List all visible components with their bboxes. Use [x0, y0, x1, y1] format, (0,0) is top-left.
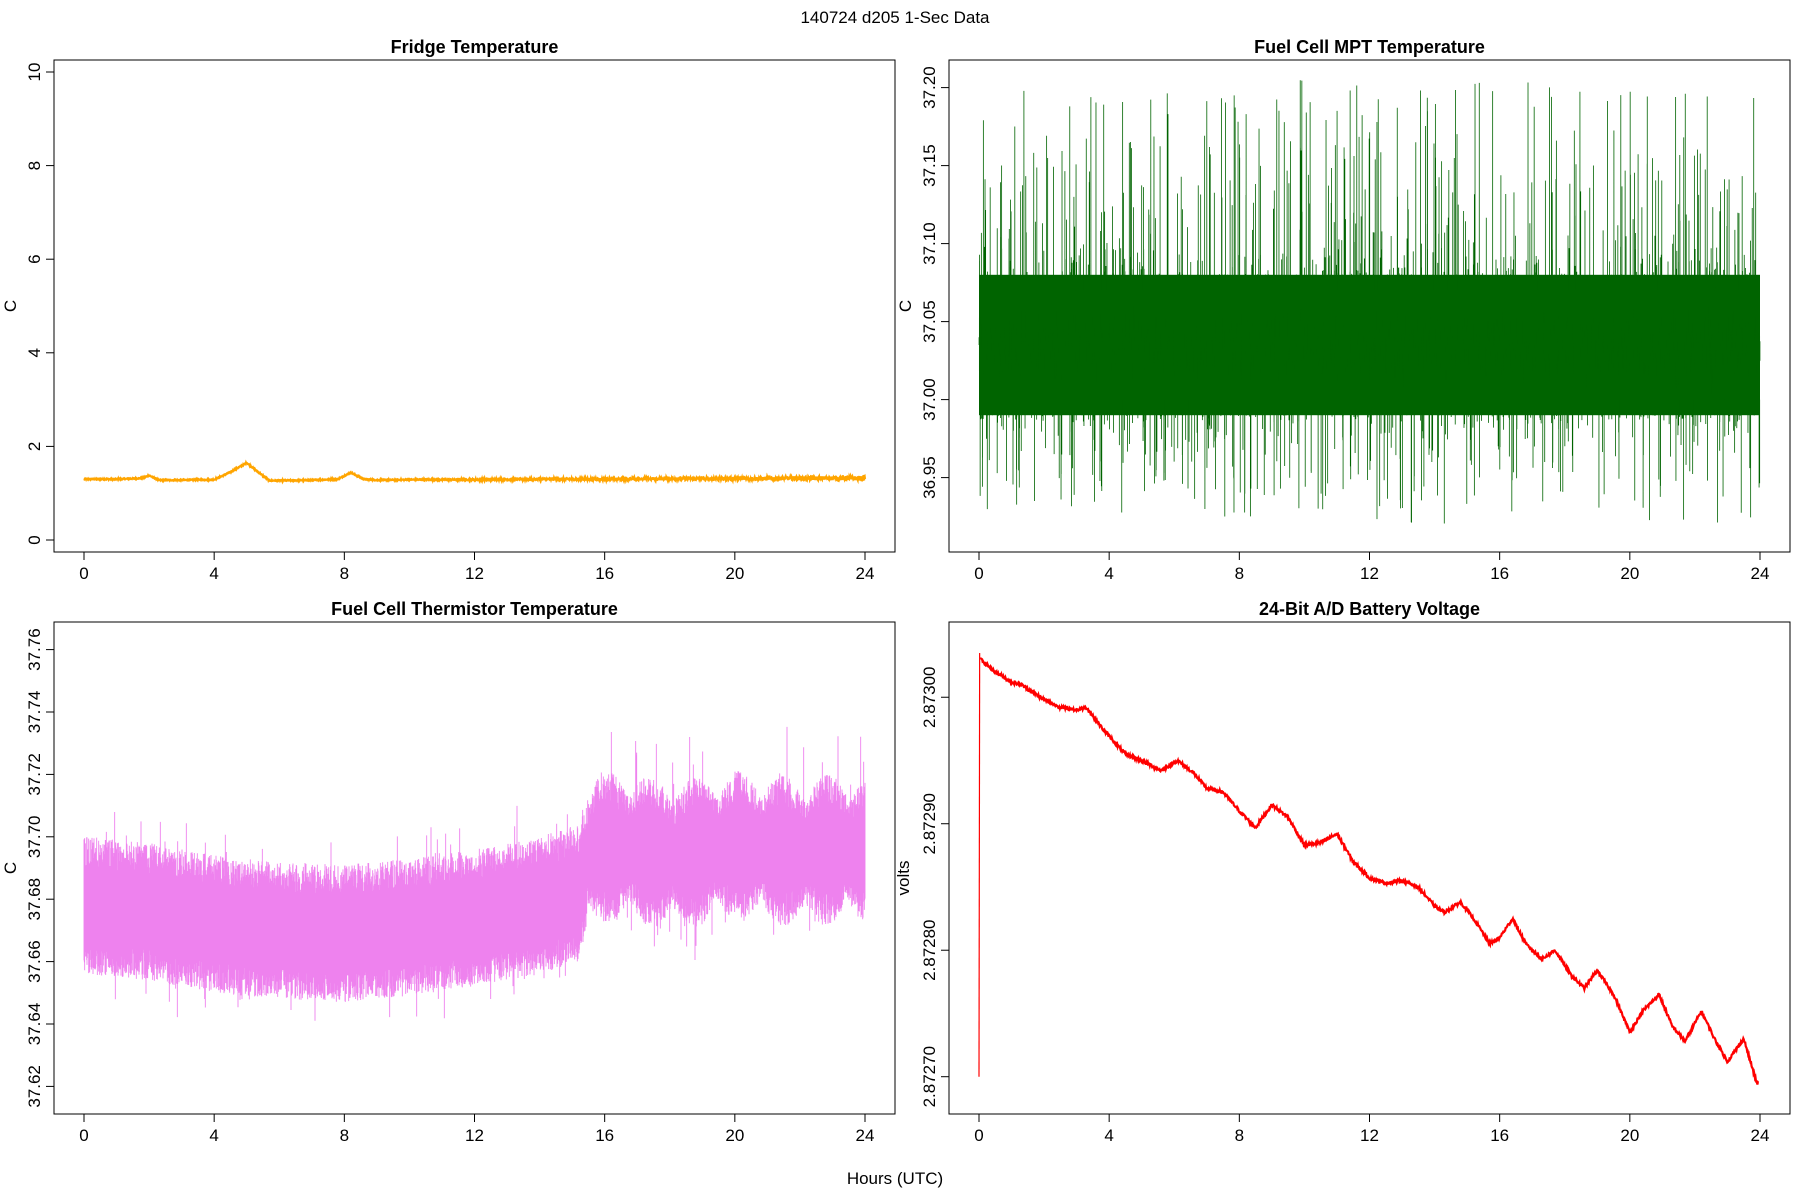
panel-title: Fuel Cell MPT Temperature — [1254, 37, 1485, 57]
y-tick-label: 37.62 — [25, 1065, 44, 1108]
y-tick-label: 37.72 — [25, 753, 44, 796]
x-tick-label: 12 — [465, 1126, 484, 1145]
x-tick-label: 4 — [209, 1126, 218, 1145]
y-tick-label: 0 — [25, 535, 44, 544]
x-tick-label: 24 — [856, 564, 875, 583]
series-mpt — [978, 80, 1761, 524]
y-axis: 36.95 37.00 37.05 37.10 37.15 37.20 — [920, 66, 949, 499]
panel-mpt: Fuel Cell MPT Temperature C 0 4 8 12 16 20 24 36.… — [896, 37, 1791, 583]
y-tick-label: 37.66 — [25, 940, 44, 983]
x-tick-label: 16 — [595, 564, 614, 583]
x-axis: 0 4 8 12 16 20 24 — [79, 552, 874, 583]
x-axis: 0 4 8 12 16 20 24 — [974, 552, 1769, 583]
x-tick-label: 20 — [1620, 564, 1639, 583]
x-tick-label: 16 — [1490, 564, 1509, 583]
data-line — [83, 726, 866, 1021]
y-tick-label: 2.87290 — [920, 793, 939, 854]
y-tick-label: 37.68 — [25, 878, 44, 921]
panel-thermistor: Fuel Cell Thermistor Temperature C 0 4 8 12 16… — [1, 599, 896, 1145]
y-tick-label: 37.05 — [920, 300, 939, 343]
y-tick-label: 2 — [25, 442, 44, 451]
panel-title: 24-Bit A/D Battery Voltage — [1259, 599, 1480, 619]
y-tick-label: 37.64 — [25, 1003, 44, 1046]
y-axis: 0 2 4 6 8 10 — [25, 63, 54, 545]
x-tick-label: 8 — [1235, 564, 1244, 583]
y-tick-label: 37.15 — [920, 144, 939, 187]
data-line — [979, 657, 1759, 1085]
y-axis-label: C — [1, 300, 20, 312]
y-axis: 2.87270 2.87280 2.87290 2.87300 — [920, 667, 949, 1107]
series-battery — [978, 652, 1759, 1085]
y-tick-label: 10 — [25, 63, 44, 82]
y-axis-label: volts — [894, 861, 913, 896]
x-tick-label: 8 — [340, 1126, 349, 1145]
x-tick-label: 16 — [1490, 1126, 1509, 1145]
series-thermistor — [83, 726, 866, 1021]
x-tick-label: 0 — [79, 1126, 88, 1145]
y-tick-label: 4 — [25, 348, 44, 357]
y-tick-label: 37.20 — [920, 66, 939, 109]
y-axis: 37.62 37.64 37.66 37.68 37.70 37.72 37.74 37.76 — [25, 628, 54, 1108]
panel-battery: 24-Bit A/D Battery Voltage volts 0 4 8 12 16 20… — [894, 599, 1791, 1145]
data-spikes — [979, 80, 1761, 524]
x-tick-label: 8 — [1235, 1126, 1244, 1145]
x-tick-label: 0 — [79, 564, 88, 583]
x-tick-label: 4 — [1104, 564, 1113, 583]
series-fridge — [83, 459, 867, 485]
y-tick-label: 37.74 — [25, 691, 44, 734]
figure-x-axis-label: Hours (UTC) — [847, 1169, 943, 1188]
y-tick-label: 37.70 — [25, 816, 44, 859]
x-tick-label: 12 — [1360, 564, 1379, 583]
x-tick-label: 0 — [974, 1126, 983, 1145]
y-tick-label: 36.95 — [920, 456, 939, 499]
x-tick-label: 24 — [856, 1126, 875, 1145]
figure-title: 140724 d205 1-Sec Data — [800, 8, 990, 27]
panel-title: Fuel Cell Thermistor Temperature — [331, 599, 618, 619]
x-tick-label: 20 — [725, 564, 744, 583]
x-tick-label: 0 — [974, 564, 983, 583]
x-tick-label: 20 — [725, 1126, 744, 1145]
x-tick-label: 12 — [1360, 1126, 1379, 1145]
y-tick-label: 37.10 — [920, 222, 939, 265]
x-tick-label: 8 — [340, 564, 349, 583]
y-tick-label: 8 — [25, 161, 44, 170]
y-tick-label: 37.00 — [920, 378, 939, 421]
x-tick-label: 16 — [595, 1126, 614, 1145]
x-axis: 0 4 8 12 16 20 24 — [79, 1114, 874, 1145]
x-axis: 0 4 8 12 16 20 24 — [974, 1114, 1769, 1145]
x-tick-label: 4 — [209, 564, 218, 583]
y-axis-label: C — [896, 300, 915, 312]
x-tick-label: 4 — [1104, 1126, 1113, 1145]
y-tick-label: 2.87280 — [920, 919, 939, 980]
y-tick-label: 2.87300 — [920, 667, 939, 728]
data-line — [83, 459, 867, 485]
y-tick-label: 37.76 — [25, 628, 44, 671]
panel-title: Fridge Temperature — [391, 37, 559, 57]
data-line — [978, 278, 1761, 405]
y-tick-label: 6 — [25, 254, 44, 263]
x-tick-label: 20 — [1620, 1126, 1639, 1145]
x-tick-label: 24 — [1751, 564, 1770, 583]
y-axis-label: C — [1, 862, 20, 874]
x-tick-label: 24 — [1751, 1126, 1770, 1145]
x-tick-label: 12 — [465, 564, 484, 583]
data-start-spike — [978, 652, 981, 1077]
y-tick-label: 2.87270 — [920, 1046, 939, 1107]
